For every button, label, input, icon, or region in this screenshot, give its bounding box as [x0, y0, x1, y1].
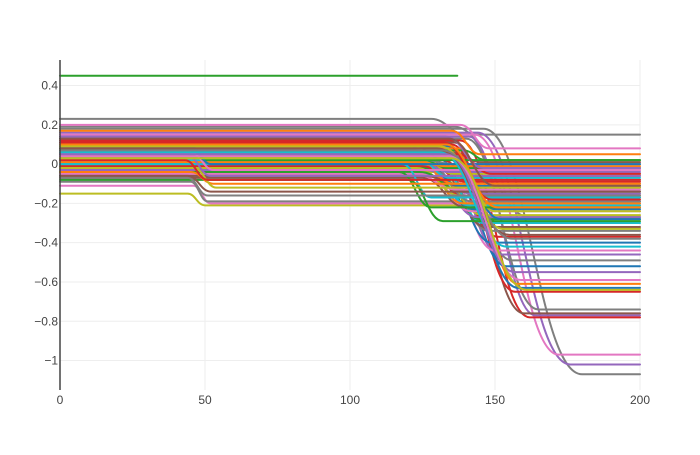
axes: 0 50 100 150 200 0.4 0.2 0 −0.2 −0.4 −0.6 −0.8 −1 [34, 60, 650, 407]
y-tick-label: 0 [51, 157, 58, 171]
series-line-71 [59, 129, 641, 156]
y-tick-label: −1 [44, 354, 58, 368]
y-tick-label: 0.2 [41, 118, 58, 132]
series-line-64 [59, 159, 641, 181]
x-tick-label: 150 [485, 393, 505, 407]
series-lines [59, 74, 641, 376]
series-line-2 [59, 192, 641, 207]
series-line-73 [59, 137, 641, 187]
x-tick-label: 50 [198, 393, 212, 407]
x-tick-label: 200 [630, 393, 650, 407]
series-line-3 [59, 184, 641, 205]
series-line-9 [59, 133, 641, 356]
series-line-59 [59, 170, 641, 209]
x-tick-label: 100 [340, 393, 360, 407]
series-line-63 [59, 167, 641, 189]
y-tick-label: −0.8 [34, 314, 58, 328]
y-tick-label: −0.4 [34, 236, 58, 250]
series-line-4 [59, 180, 641, 203]
y-tick-label: 0.4 [41, 79, 58, 93]
series-line-82 [59, 157, 641, 291]
series-line-69 [59, 176, 641, 197]
series-line-61 [59, 174, 641, 193]
y-tick-label: −0.2 [34, 196, 58, 210]
series-line-8 [59, 131, 641, 366]
x-tick-label: 0 [57, 393, 64, 407]
y-tick-label: −0.6 [34, 275, 58, 289]
grid [60, 60, 641, 390]
series-line-72 [59, 135, 641, 170]
series-line-70 [59, 123, 641, 150]
